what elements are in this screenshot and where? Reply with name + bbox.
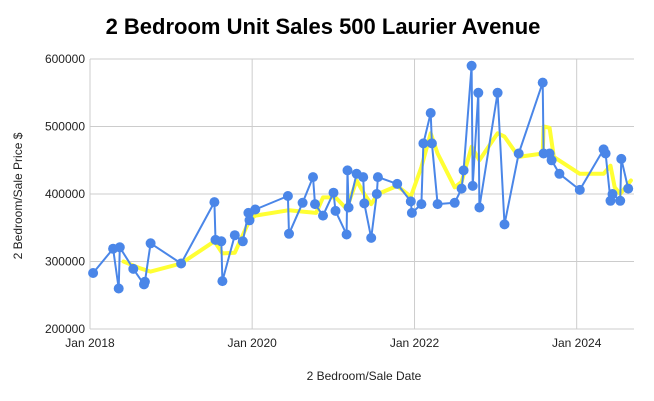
sale-point: [284, 228, 294, 239]
sale-point: [145, 238, 156, 249]
sale-point: [615, 195, 626, 206]
sale-point: [416, 199, 427, 210]
sale-point: [600, 148, 611, 159]
sale-point: [499, 219, 510, 230]
sale-point: [282, 191, 293, 201]
sale-point: [449, 197, 460, 208]
y-tick-label: 500000: [45, 120, 85, 134]
sale-point: [217, 276, 228, 287]
sale-point: [342, 165, 353, 176]
sale-point: [237, 236, 248, 247]
y-tick-label: 300000: [45, 255, 85, 269]
sales-series: [88, 60, 634, 294]
sale-point: [114, 242, 125, 253]
sale-point: [341, 229, 352, 240]
sale-point: [139, 276, 150, 287]
trend-line: [121, 124, 633, 274]
sale-point: [371, 189, 382, 199]
sale-point: [128, 263, 139, 274]
sale-point: [474, 202, 485, 213]
y-axis-label: 2 Bedroom/Sale Price $: [11, 132, 25, 259]
sale-point: [467, 180, 478, 191]
sale-point: [318, 210, 328, 221]
sale-point: [216, 236, 227, 247]
sale-point: [297, 197, 308, 208]
axis-ticks: 200000 300000 400000 500000 600000 Jan 2018 Ja…: [45, 52, 602, 350]
sale-point: [426, 138, 437, 149]
sale-point: [405, 196, 416, 207]
sale-point: [574, 184, 585, 195]
sale-point: [372, 172, 383, 183]
sale-point: [308, 172, 318, 183]
sale-point: [366, 232, 377, 243]
sale-point: [229, 230, 240, 241]
sale-point: [473, 87, 484, 98]
sale-point: [607, 189, 618, 199]
sale-point: [616, 153, 627, 164]
sale-point: [546, 155, 557, 166]
sale-point: [358, 172, 369, 183]
sale-point: [176, 258, 187, 269]
sale-point: [209, 197, 220, 208]
sale-point: [432, 199, 443, 210]
sale-point: [359, 198, 370, 209]
sale-point: [425, 108, 436, 118]
sale-point: [513, 148, 524, 159]
sale-point: [250, 204, 261, 215]
sale-point: [492, 87, 503, 98]
sale-point: [330, 205, 341, 216]
sale-point: [392, 178, 403, 189]
sale-point: [456, 183, 467, 194]
x-axis-label: 2 Bedroom/Sale Date: [307, 369, 422, 383]
sale-point: [623, 183, 634, 194]
sale-point: [88, 268, 99, 278]
y-tick-label: 200000: [45, 322, 85, 336]
x-tick-label: Jan 2020: [227, 336, 277, 350]
x-tick-label: Jan 2018: [65, 336, 115, 350]
sale-point: [554, 168, 565, 179]
sale-point: [328, 187, 339, 198]
x-tick-label: Jan 2024: [552, 336, 602, 350]
y-tick-label: 400000: [45, 187, 85, 201]
sale-point: [310, 199, 320, 210]
y-tick-label: 600000: [45, 52, 85, 66]
sale-point: [466, 60, 477, 71]
sale-point: [343, 202, 354, 213]
chart-title: 2 Bedroom Unit Sales 500 Laurier Avenue: [106, 14, 541, 39]
sale-point: [113, 283, 124, 294]
sale-point: [244, 215, 255, 226]
trend-series: [121, 124, 633, 274]
sale-point: [537, 77, 548, 88]
sale-point: [418, 138, 429, 149]
x-tick-label: Jan 2022: [390, 336, 440, 350]
sale-point: [406, 207, 417, 218]
sale-point: [458, 165, 469, 176]
